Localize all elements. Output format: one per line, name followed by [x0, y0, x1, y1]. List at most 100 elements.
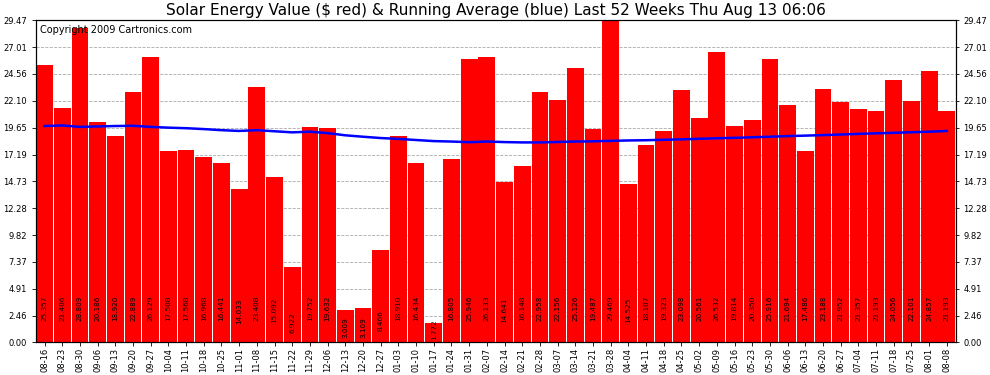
- Bar: [284, 267, 301, 342]
- Bar: [89, 122, 106, 342]
- Text: 22.889: 22.889: [130, 295, 136, 321]
- Text: 23.098: 23.098: [678, 295, 684, 321]
- Bar: [177, 150, 194, 342]
- Text: 26.532: 26.532: [714, 295, 720, 321]
- Text: 16.968: 16.968: [201, 295, 207, 321]
- Text: 19.752: 19.752: [307, 295, 313, 321]
- Text: 18.910: 18.910: [395, 295, 401, 321]
- Bar: [779, 105, 796, 342]
- Bar: [797, 151, 814, 342]
- Bar: [903, 101, 920, 342]
- Bar: [532, 92, 548, 342]
- Text: 6.922: 6.922: [289, 313, 295, 333]
- Bar: [743, 120, 760, 342]
- Text: 21.406: 21.406: [59, 295, 65, 321]
- Bar: [602, 20, 619, 342]
- Bar: [213, 163, 230, 342]
- Bar: [354, 309, 371, 342]
- Bar: [36, 65, 52, 342]
- Bar: [107, 136, 124, 342]
- Text: 26.133: 26.133: [484, 295, 490, 321]
- Bar: [867, 111, 884, 342]
- Text: 17.508: 17.508: [165, 295, 171, 321]
- Bar: [833, 102, 849, 342]
- Text: Copyright 2009 Cartronics.com: Copyright 2009 Cartronics.com: [41, 25, 192, 35]
- Text: 19.323: 19.323: [660, 295, 667, 321]
- Text: 26.129: 26.129: [148, 295, 153, 321]
- Text: 19.632: 19.632: [325, 295, 331, 321]
- Text: 24.857: 24.857: [927, 295, 933, 321]
- Text: 14.033: 14.033: [237, 298, 243, 324]
- Text: 28.809: 28.809: [77, 295, 83, 321]
- Text: 21.193: 21.193: [943, 295, 949, 321]
- Bar: [319, 128, 336, 342]
- Text: 29.469: 29.469: [608, 295, 614, 321]
- Text: 18.107: 18.107: [644, 295, 649, 321]
- Text: 25.916: 25.916: [767, 295, 773, 321]
- Text: 25.357: 25.357: [42, 295, 48, 321]
- Bar: [478, 57, 495, 342]
- Bar: [53, 108, 70, 342]
- Text: 15.092: 15.092: [271, 297, 277, 322]
- Bar: [231, 189, 248, 342]
- Bar: [815, 89, 832, 342]
- Bar: [337, 309, 353, 342]
- Text: 14.525: 14.525: [626, 298, 632, 323]
- Bar: [408, 163, 425, 342]
- Text: 14.641: 14.641: [502, 298, 508, 323]
- Bar: [426, 323, 443, 342]
- Text: 1.772: 1.772: [431, 320, 437, 340]
- Bar: [125, 92, 142, 342]
- Bar: [514, 166, 531, 342]
- Bar: [709, 53, 726, 342]
- Text: 20.561: 20.561: [696, 295, 702, 321]
- Bar: [726, 126, 742, 342]
- Bar: [939, 111, 955, 342]
- Text: 3.109: 3.109: [360, 318, 366, 338]
- Bar: [143, 57, 159, 342]
- Bar: [390, 136, 407, 342]
- Bar: [195, 157, 212, 342]
- Text: 16.805: 16.805: [448, 295, 454, 321]
- Bar: [921, 71, 938, 342]
- Text: 8.466: 8.466: [378, 310, 384, 332]
- Bar: [460, 59, 477, 342]
- Text: 22.156: 22.156: [554, 295, 560, 321]
- Bar: [248, 87, 265, 342]
- Text: 21.357: 21.357: [855, 295, 861, 321]
- Bar: [302, 126, 319, 342]
- Bar: [549, 100, 566, 342]
- Bar: [620, 184, 637, 342]
- Bar: [885, 80, 902, 342]
- Bar: [71, 27, 88, 342]
- Text: 20.186: 20.186: [95, 295, 101, 321]
- Text: 19.487: 19.487: [590, 295, 596, 321]
- Text: 21.694: 21.694: [785, 295, 791, 321]
- Text: 3.009: 3.009: [343, 318, 348, 339]
- Bar: [691, 118, 708, 342]
- Bar: [496, 182, 513, 342]
- Bar: [655, 131, 672, 342]
- Text: 25.946: 25.946: [466, 295, 472, 321]
- Bar: [160, 151, 177, 342]
- Text: 18.920: 18.920: [112, 295, 118, 321]
- Title: Solar Energy Value ($ red) & Running Average (blue) Last 52 Weeks Thu Aug 13 06:: Solar Energy Value ($ red) & Running Ave…: [165, 3, 826, 18]
- Bar: [850, 109, 867, 342]
- Text: 16.441: 16.441: [219, 296, 225, 321]
- Text: 16.434: 16.434: [413, 296, 419, 321]
- Bar: [638, 144, 654, 342]
- Text: 22.101: 22.101: [909, 295, 915, 321]
- Text: 24.056: 24.056: [891, 295, 897, 321]
- Text: 16.148: 16.148: [519, 296, 526, 321]
- Bar: [673, 90, 690, 342]
- Text: 21.193: 21.193: [873, 295, 879, 321]
- Text: 17.568: 17.568: [183, 295, 189, 321]
- Text: 20.350: 20.350: [749, 295, 755, 321]
- Bar: [567, 68, 584, 342]
- Bar: [372, 250, 389, 342]
- Text: 17.486: 17.486: [802, 295, 808, 321]
- Text: 25.126: 25.126: [572, 295, 578, 321]
- Text: 19.814: 19.814: [732, 295, 738, 321]
- Text: 23.188: 23.188: [820, 295, 826, 321]
- Bar: [444, 159, 460, 342]
